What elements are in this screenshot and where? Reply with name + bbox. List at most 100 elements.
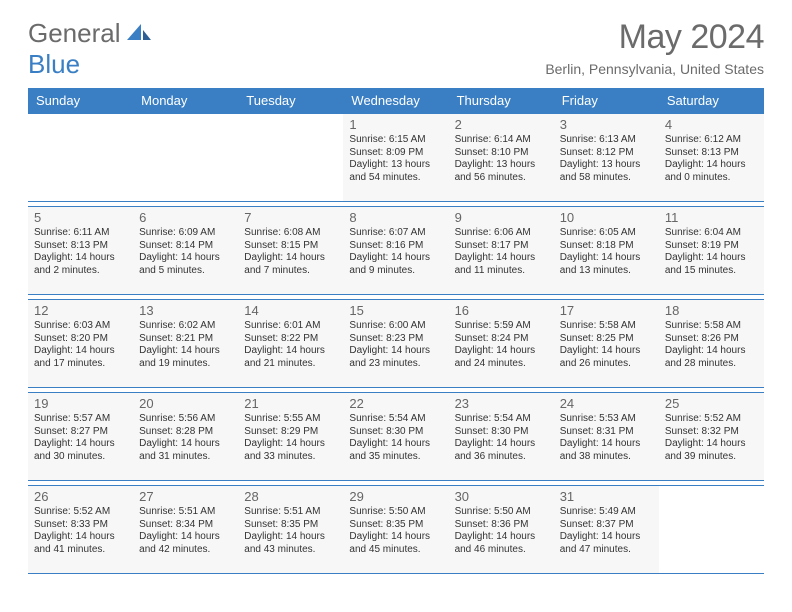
daylight-text: Daylight: 14 hours and 46 minutes. <box>455 531 548 556</box>
sunrise-text: Sunrise: 6:08 AM <box>244 227 337 240</box>
sunrise-text: Sunrise: 5:52 AM <box>34 506 127 519</box>
day-cell: 5Sunrise: 6:11 AMSunset: 8:13 PMDaylight… <box>28 207 133 295</box>
empty-cell <box>133 114 238 202</box>
day-cell: 14Sunrise: 6:01 AMSunset: 8:22 PMDayligh… <box>238 300 343 388</box>
day-cell: 2Sunrise: 6:14 AMSunset: 8:10 PMDaylight… <box>449 114 554 202</box>
sunrise-text: Sunrise: 6:09 AM <box>139 227 232 240</box>
day-number: 26 <box>34 489 127 505</box>
daylight-text: Daylight: 14 hours and 38 minutes. <box>560 438 653 463</box>
day-cell: 26Sunrise: 5:52 AMSunset: 8:33 PMDayligh… <box>28 486 133 574</box>
sunrise-text: Sunrise: 5:57 AM <box>34 413 127 426</box>
day-number: 3 <box>560 117 653 133</box>
daylight-text: Daylight: 14 hours and 5 minutes. <box>139 252 232 277</box>
dh-sun: Sunday <box>28 88 133 114</box>
day-number: 12 <box>34 303 127 319</box>
day-cell: 9Sunrise: 6:06 AMSunset: 8:17 PMDaylight… <box>449 207 554 295</box>
day-number: 18 <box>665 303 758 319</box>
day-cell: 31Sunrise: 5:49 AMSunset: 8:37 PMDayligh… <box>554 486 659 574</box>
day-number: 9 <box>455 210 548 226</box>
daylight-text: Daylight: 13 hours and 56 minutes. <box>455 159 548 184</box>
sunrise-text: Sunrise: 5:52 AM <box>665 413 758 426</box>
week-row: 26Sunrise: 5:52 AMSunset: 8:33 PM Dayligh… <box>28 486 764 574</box>
day-number: 2 <box>455 117 548 133</box>
day-number: 7 <box>244 210 337 226</box>
daylight-text: Daylight: 13 hours and 58 minutes. <box>560 159 653 184</box>
logo: General Blue <box>28 18 151 80</box>
day-number: 10 <box>560 210 653 226</box>
sunrise-text: Sunrise: 5:56 AM <box>139 413 232 426</box>
sunset-text: Sunset: 8:20 PM <box>34 333 127 346</box>
sunset-text: Sunset: 8:10 PM <box>455 147 548 160</box>
sunset-text: Sunset: 8:26 PM <box>665 333 758 346</box>
dh-wed: Wednesday <box>343 88 448 114</box>
sunset-text: Sunset: 8:34 PM <box>139 519 232 532</box>
sunset-text: Sunset: 8:35 PM <box>349 519 442 532</box>
sunrise-text: Sunrise: 5:54 AM <box>349 413 442 426</box>
sunset-text: Sunset: 8:21 PM <box>139 333 232 346</box>
sunrise-text: Sunrise: 6:13 AM <box>560 134 653 147</box>
day-cell: 13Sunrise: 6:02 AMSunset: 8:21 PMDayligh… <box>133 300 238 388</box>
day-cell: 6Sunrise: 6:09 AMSunset: 8:14 PMDaylight… <box>133 207 238 295</box>
day-cell: 12Sunrise: 6:03 AMSunset: 8:20 PMDayligh… <box>28 300 133 388</box>
day-number: 27 <box>139 489 232 505</box>
daylight-text: Daylight: 14 hours and 0 minutes. <box>665 159 758 184</box>
day-cell: 25Sunrise: 5:52 AMSunset: 8:32 PMDayligh… <box>659 393 764 481</box>
day-cell: 7Sunrise: 6:08 AMSunset: 8:15 PMDaylight… <box>238 207 343 295</box>
day-number: 13 <box>139 303 232 319</box>
daylight-text: Daylight: 14 hours and 24 minutes. <box>455 345 548 370</box>
day-cell: 28Sunrise: 5:51 AMSunset: 8:35 PMDayligh… <box>238 486 343 574</box>
day-number: 22 <box>349 396 442 412</box>
calendar-table: Sunday Monday Tuesday Wednesday Thursday… <box>28 88 764 574</box>
day-number: 20 <box>139 396 232 412</box>
sunset-text: Sunset: 8:16 PM <box>349 240 442 253</box>
daylight-text: Daylight: 14 hours and 23 minutes. <box>349 345 442 370</box>
day-cell: 23Sunrise: 5:54 AMSunset: 8:30 PMDayligh… <box>449 393 554 481</box>
sunrise-text: Sunrise: 5:53 AM <box>560 413 653 426</box>
day-number: 15 <box>349 303 442 319</box>
sunrise-text: Sunrise: 6:07 AM <box>349 227 442 240</box>
page-title: May 2024 <box>545 18 764 57</box>
logo-word-1: General <box>28 18 121 48</box>
day-number: 24 <box>560 396 653 412</box>
sunset-text: Sunset: 8:33 PM <box>34 519 127 532</box>
sunset-text: Sunset: 8:12 PM <box>560 147 653 160</box>
day-cell: 10Sunrise: 6:05 AMSunset: 8:18 PMDayligh… <box>554 207 659 295</box>
sunrise-text: Sunrise: 6:06 AM <box>455 227 548 240</box>
sunset-text: Sunset: 8:32 PM <box>665 426 758 439</box>
sunset-text: Sunset: 8:17 PM <box>455 240 548 253</box>
daylight-text: Daylight: 14 hours and 43 minutes. <box>244 531 337 556</box>
week-row: 12Sunrise: 6:03 AMSunset: 8:20 PMDayligh… <box>28 300 764 388</box>
day-cell: 4Sunrise: 6:12 AMSunset: 8:13 PMDaylight… <box>659 114 764 202</box>
daylight-text: Daylight: 14 hours and 33 minutes. <box>244 438 337 463</box>
day-cell: 16Sunrise: 5:59 AMSunset: 8:24 PMDayligh… <box>449 300 554 388</box>
daylight-text: Daylight: 14 hours and 42 minutes. <box>139 531 232 556</box>
day-header-row: Sunday Monday Tuesday Wednesday Thursday… <box>28 88 764 114</box>
sunrise-text: Sunrise: 6:01 AM <box>244 320 337 333</box>
dh-thu: Thursday <box>449 88 554 114</box>
day-cell: 11Sunrise: 6:04 AMSunset: 8:19 PMDayligh… <box>659 207 764 295</box>
daylight-text: Daylight: 14 hours and 17 minutes. <box>34 345 127 370</box>
daylight-text: Daylight: 14 hours and 21 minutes. <box>244 345 337 370</box>
sunset-text: Sunset: 8:09 PM <box>349 147 442 160</box>
calendar-page: General Blue May 2024 Berlin, Pennsylvan… <box>0 0 792 592</box>
day-number: 23 <box>455 396 548 412</box>
daylight-text: Daylight: 14 hours and 39 minutes. <box>665 438 758 463</box>
sunrise-text: Sunrise: 5:51 AM <box>244 506 337 519</box>
day-number: 17 <box>560 303 653 319</box>
daylight-text: Daylight: 14 hours and 26 minutes. <box>560 345 653 370</box>
sunrise-text: Sunrise: 6:12 AM <box>665 134 758 147</box>
sunset-text: Sunset: 8:22 PM <box>244 333 337 346</box>
empty-cell <box>238 114 343 202</box>
sunrise-text: Sunrise: 5:55 AM <box>244 413 337 426</box>
dh-sat: Saturday <box>659 88 764 114</box>
dh-tue: Tuesday <box>238 88 343 114</box>
logo-word-2: Blue <box>28 49 80 79</box>
week-row: 1Sunrise: 6:15 AMSunset: 8:09 PMDaylight… <box>28 114 764 202</box>
day-number: 21 <box>244 396 337 412</box>
daylight-text: Daylight: 14 hours and 19 minutes. <box>139 345 232 370</box>
daylight-text: Daylight: 14 hours and 13 minutes. <box>560 252 653 277</box>
daylight-text: Daylight: 14 hours and 28 minutes. <box>665 345 758 370</box>
sunset-text: Sunset: 8:13 PM <box>34 240 127 253</box>
sunset-text: Sunset: 8:30 PM <box>455 426 548 439</box>
sunset-text: Sunset: 8:19 PM <box>665 240 758 253</box>
